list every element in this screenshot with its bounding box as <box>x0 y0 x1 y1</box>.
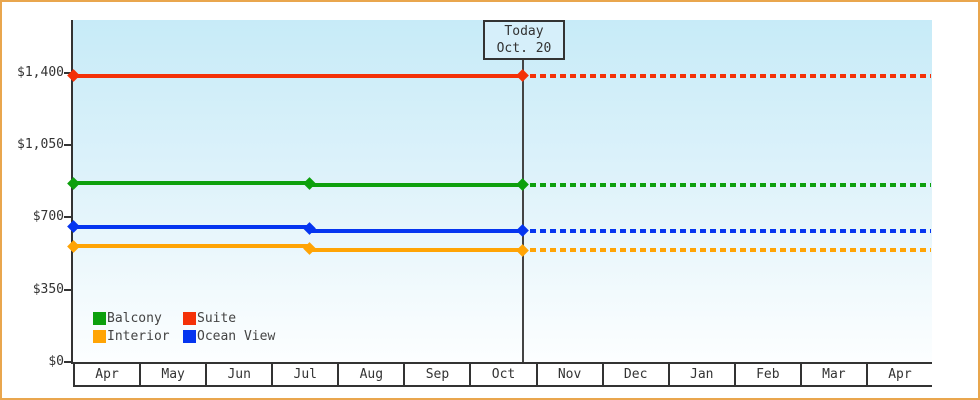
month-cell-dec: Dec <box>601 364 668 385</box>
y-axis-tick-label: $1,400 <box>17 64 64 80</box>
legend-item-ocean-view: Ocean View <box>183 328 275 344</box>
legend-item-suite: Suite <box>183 310 275 326</box>
y-axis-tick-mark <box>64 71 72 74</box>
month-cell-nov: Nov <box>535 364 602 385</box>
y-axis-tick-mark <box>64 288 72 291</box>
month-cell-jan: Jan <box>667 364 734 385</box>
legend-label: Ocean View <box>197 328 276 344</box>
today-label: Today <box>504 24 544 39</box>
month-cell-mar: Mar <box>799 364 866 385</box>
x-axis-months: Apr May Jun Jul Aug Sep Oct Nov Dec Jan Feb Mar Apr <box>73 362 932 387</box>
y-axis-tick-label: $700 <box>32 209 64 225</box>
y-axis-tick-mark <box>64 361 72 363</box>
month-cell-feb: Feb <box>733 364 800 385</box>
month-cell-may: May <box>139 364 205 385</box>
y-axis-tick-mark <box>64 143 72 146</box>
legend-swatch-ocean-view <box>183 329 196 343</box>
legend: Balcony Suite Interior Ocean View <box>93 310 275 344</box>
plot-area: Balcony Suite Interior Ocean View <box>73 20 932 362</box>
legend-swatch-suite <box>183 311 196 325</box>
y-axis <box>71 20 73 364</box>
legend-swatch-balcony <box>93 311 106 325</box>
legend-item-balcony: Balcony <box>93 310 183 326</box>
y-axis-tick-mark <box>64 216 72 219</box>
month-cell-apr: Apr <box>73 364 139 385</box>
month-cell-aug: Aug <box>337 364 403 385</box>
today-date: Oct. 20 <box>496 41 552 56</box>
month-cell-oct: Oct <box>469 364 535 385</box>
y-axis-tick-label: $350 <box>32 281 64 297</box>
month-cell-sep: Sep <box>403 364 469 385</box>
month-cell-jul: Jul <box>271 364 337 385</box>
legend-swatch-interior <box>93 329 106 343</box>
month-cell-jun: Jun <box>205 364 271 385</box>
y-axis-tick-label: $0 <box>48 354 64 369</box>
legend-label: Suite <box>197 310 237 326</box>
legend-item-interior: Interior <box>93 328 183 344</box>
month-cell-apr: Apr <box>865 364 932 385</box>
legend-label: Interior <box>107 328 170 344</box>
legend-label: Balcony <box>107 310 162 326</box>
y-axis-tick-label: $1,050 <box>17 136 64 152</box>
today-box: Today Oct. 20 <box>483 20 565 60</box>
today-line <box>522 60 524 362</box>
